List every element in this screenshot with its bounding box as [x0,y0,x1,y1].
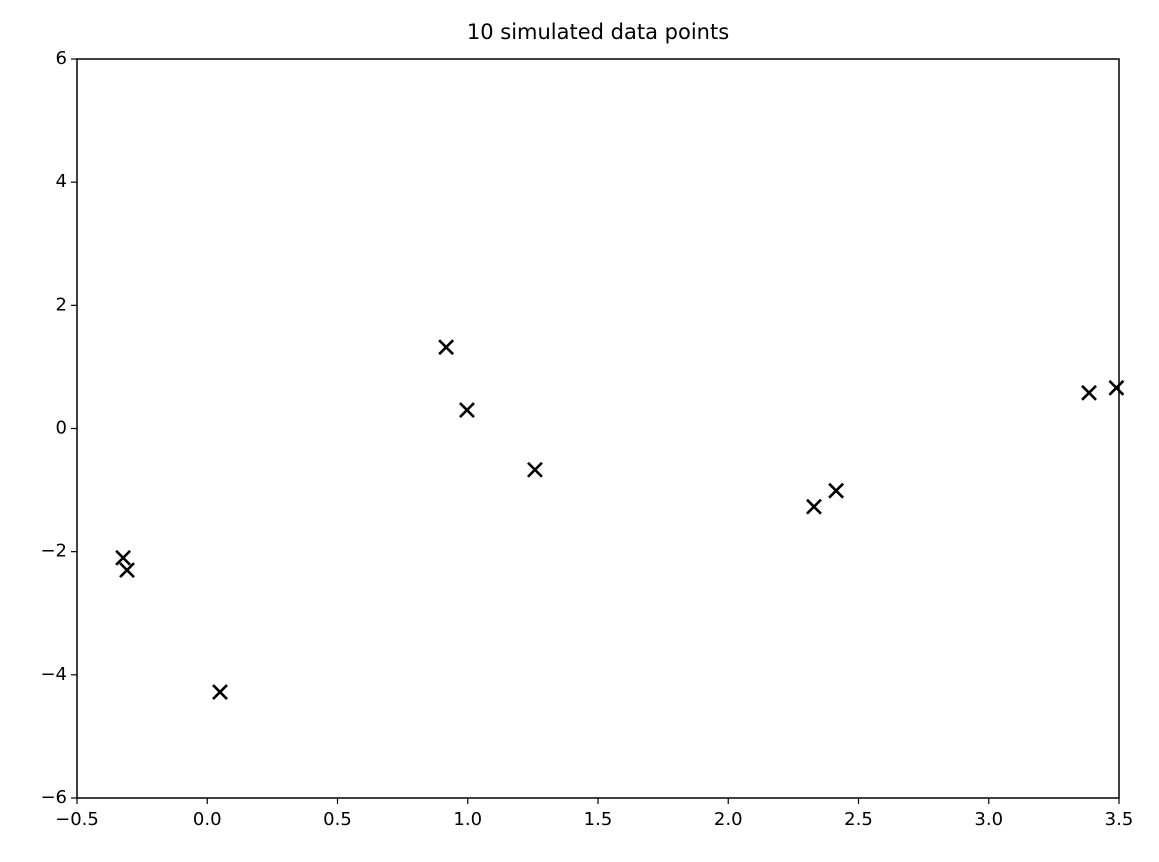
x-tick-label: 0.0 [193,809,222,830]
data-point [828,482,845,499]
x-tick-label: −0.5 [55,809,99,830]
x-tick-label: 0.5 [323,809,352,830]
data-point [438,339,455,356]
x-tick-label: 3.0 [974,809,1003,830]
data-point [459,402,475,418]
x-tick-label: 2.0 [714,809,743,830]
x-tick-label: 1.5 [584,809,613,830]
data-point [527,461,543,478]
data-point [115,549,132,566]
y-tick-label: 2 [56,294,67,315]
data-point [806,498,822,515]
y-tick-label: −6 [40,787,67,808]
x-tick-label: 1.0 [453,809,482,830]
data-point [1108,379,1125,396]
data-point [1081,384,1097,401]
data-point [212,684,228,700]
y-tick-label: −4 [40,664,67,685]
plot-frame [76,58,1120,799]
y-tick-label: 0 [56,418,67,439]
x-tick-label: 2.5 [844,809,873,830]
y-tick-label: 6 [56,48,67,69]
x-tick-label: 3.5 [1105,809,1134,830]
chart-title: 10 simulated data points [467,20,729,44]
y-tick-label: 4 [56,171,67,192]
y-tick-label: −2 [40,541,67,562]
data-point [119,562,135,579]
